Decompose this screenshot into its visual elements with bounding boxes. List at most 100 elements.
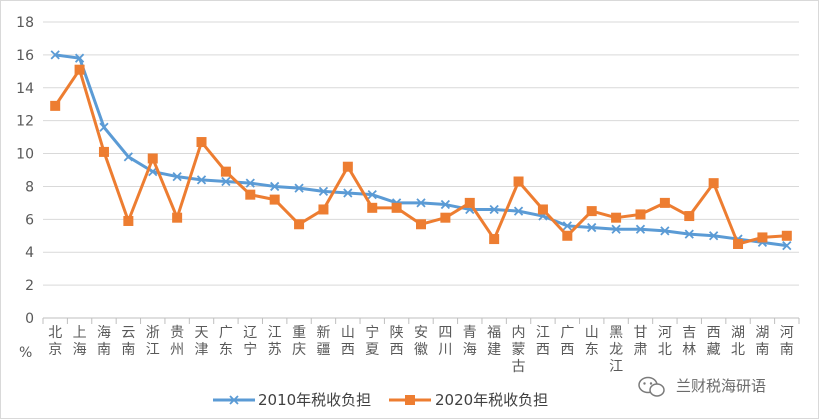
y-tick-label: 2 [25, 278, 34, 294]
data-point [513, 206, 524, 216]
data-point [74, 64, 85, 75]
data-point [464, 197, 475, 208]
data-point [221, 176, 231, 187]
data-point [684, 211, 695, 222]
data-point [50, 100, 61, 111]
data-point [611, 224, 621, 234]
y-tick-label: 6 [25, 212, 34, 228]
data-point [587, 222, 597, 233]
data-point [781, 230, 792, 241]
data-point [99, 122, 109, 132]
data-point [660, 226, 670, 236]
data-point [489, 204, 499, 215]
data-point [74, 53, 85, 63]
y-tick-label: 8 [25, 179, 34, 195]
data-point [294, 219, 305, 230]
data-point [98, 146, 109, 157]
data-point [147, 153, 158, 164]
y-tick-label: 12 [16, 114, 34, 130]
data-point [245, 178, 255, 188]
x-tick-label: 安徽 [414, 325, 428, 358]
x-tick-label: 新疆 [316, 325, 330, 358]
data-point [245, 189, 256, 200]
data-point [586, 206, 597, 217]
x-tick-label: 北京 [48, 325, 62, 358]
x-tick-label: 浙江 [146, 325, 160, 358]
x-tick-label: 陕西 [390, 325, 404, 358]
x-tick-label: 山西 [341, 325, 355, 358]
data-point [611, 212, 622, 223]
data-point [123, 215, 134, 226]
data-point [367, 190, 377, 200]
series [50, 50, 792, 251]
data-point [343, 188, 353, 198]
data-point [659, 197, 670, 208]
x-tick-label: 福建 [487, 325, 501, 358]
data-point [294, 183, 304, 193]
x-tick-label: 湖南 [755, 325, 769, 358]
x-tick-label: 重庆 [292, 325, 306, 358]
data-point [782, 241, 792, 251]
legend-label: 2020年税收负担 [435, 391, 548, 409]
x-tick-label: 内蒙古 [512, 325, 526, 375]
x-tick-label: 黑龙江 [609, 325, 623, 375]
data-point [416, 198, 426, 208]
series-line [54, 53, 788, 248]
gridlines [43, 21, 799, 319]
watermark-text: 兰财税海研语 [676, 377, 766, 395]
data-point [709, 231, 719, 241]
data-point [196, 137, 207, 148]
x-tick-label: 吉林 [682, 325, 696, 358]
x-tick-label: 江苏 [268, 325, 282, 358]
data-point [318, 186, 329, 197]
legend-marker [229, 395, 239, 405]
data-point [635, 209, 646, 220]
legend-label: 2010年税收负担 [258, 391, 371, 409]
data-point [440, 199, 451, 210]
data-point [172, 171, 182, 182]
watermark: 兰财税海研语 [638, 376, 766, 397]
x-tick-label: 河南 [780, 325, 794, 358]
x-tick-label: 甘肃 [633, 325, 647, 358]
x-tick-label: 山东 [585, 325, 599, 358]
x-tick-label: 河北 [658, 325, 672, 358]
data-point [367, 202, 378, 213]
data-point [416, 219, 426, 230]
data-point [172, 212, 183, 223]
data-point [318, 204, 329, 215]
x-tick-label: 西藏 [707, 325, 721, 358]
x-tick-label: 贵州 [170, 325, 184, 358]
x-tick-label: 宁夏 [365, 324, 379, 358]
x-tick-label: 青海 [463, 325, 477, 358]
wechat-icon [638, 376, 665, 397]
legend-marker [405, 395, 415, 405]
data-point [50, 50, 60, 60]
y-tick-label: 18 [16, 15, 34, 31]
x-tick-label: 天津 [195, 325, 209, 358]
data-point [562, 221, 572, 231]
y-tick-label: 4 [25, 245, 34, 261]
data-point [342, 161, 353, 172]
data-point [270, 181, 280, 192]
data-point [513, 176, 524, 187]
series-line [53, 68, 787, 246]
x-tick-label: 四川 [438, 325, 452, 358]
data-point [391, 202, 402, 213]
axes: 0 2 4 6 8 10 12 14 16 18% 北京上海海南云南浙江贵州天津广东辽宁江苏重庆新疆… [16, 15, 800, 375]
data-point [537, 204, 548, 215]
x-tick-label: 云南 [121, 325, 135, 358]
x-tick-label: 广西 [560, 325, 574, 358]
y-axis-unit: % [19, 345, 32, 361]
data-point [733, 239, 744, 249]
data-point [684, 229, 694, 239]
data-point [635, 224, 646, 234]
y-tick-label: 0 [25, 311, 34, 327]
data-point [708, 178, 719, 189]
data-point [489, 234, 500, 245]
data-point [757, 232, 768, 243]
x-tick-label: 上海 [73, 325, 87, 358]
y-tick-label: 16 [16, 48, 34, 64]
x-tick-label: 广东 [219, 325, 233, 358]
